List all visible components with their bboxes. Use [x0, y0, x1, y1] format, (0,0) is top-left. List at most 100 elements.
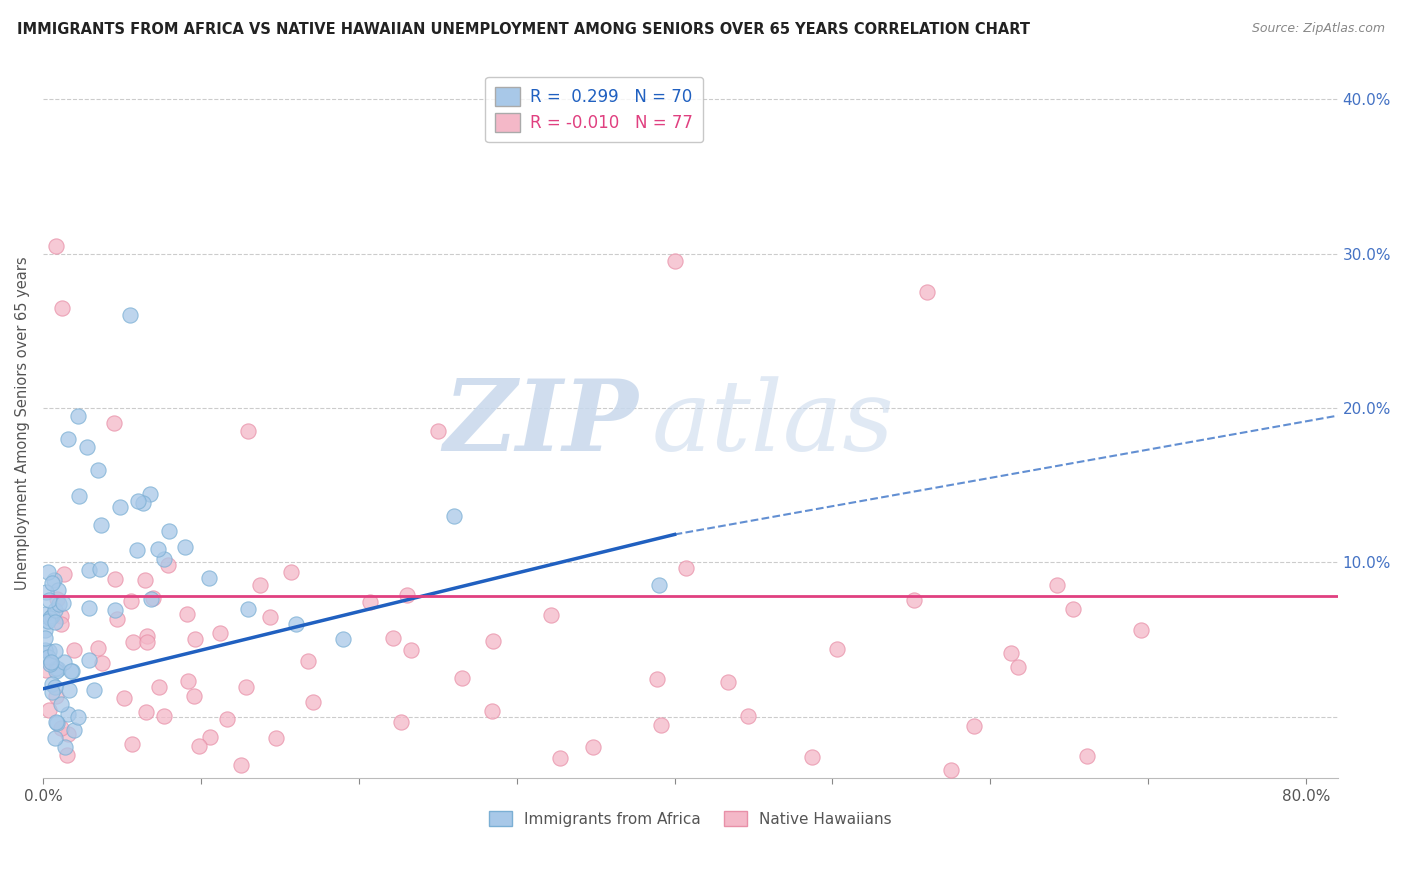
Point — [664, 254, 686, 268]
Point — [105, 612, 128, 626]
Point — [249, 578, 271, 592]
Point — [1007, 660, 1029, 674]
Point — [264, 731, 287, 745]
Point — [67, 489, 90, 503]
Point — [395, 588, 418, 602]
Point — [53, 740, 76, 755]
Point — [34, 631, 56, 645]
Point — [148, 680, 170, 694]
Point — [49, 721, 72, 735]
Point — [301, 695, 323, 709]
Point — [35, 663, 58, 677]
Point — [359, 595, 381, 609]
Point — [38, 643, 60, 657]
Point — [46, 662, 69, 676]
Point — [737, 708, 759, 723]
Point — [89, 562, 111, 576]
Point — [44, 603, 66, 617]
Point — [41, 655, 63, 669]
Point — [49, 697, 72, 711]
Point — [59, 664, 82, 678]
Point — [582, 739, 605, 754]
Point — [259, 610, 281, 624]
Point — [66, 409, 89, 423]
Point — [90, 518, 112, 533]
Point — [63, 723, 86, 738]
Point — [45, 714, 67, 729]
Point — [60, 664, 83, 678]
Point — [46, 583, 69, 598]
Point — [62, 642, 84, 657]
Point — [45, 239, 67, 253]
Legend: Immigrants from Africa, Native Hawaiians: Immigrants from Africa, Native Hawaiians — [481, 803, 900, 834]
Point — [139, 487, 162, 501]
Point — [53, 655, 76, 669]
Point — [38, 703, 60, 717]
Point — [66, 710, 89, 724]
Point — [52, 596, 75, 610]
Point — [56, 748, 79, 763]
Point — [38, 611, 60, 625]
Point — [135, 705, 157, 719]
Point — [801, 749, 824, 764]
Point — [49, 608, 72, 623]
Point — [198, 571, 221, 585]
Point — [46, 716, 69, 731]
Point — [49, 617, 72, 632]
Point — [34, 643, 56, 657]
Point — [103, 417, 125, 431]
Point — [1000, 646, 1022, 660]
Text: Source: ZipAtlas.com: Source: ZipAtlas.com — [1251, 22, 1385, 36]
Point — [41, 609, 63, 624]
Point — [122, 635, 145, 649]
Point — [939, 763, 962, 777]
Point — [1062, 601, 1084, 615]
Point — [231, 758, 253, 772]
Point — [426, 424, 449, 438]
Point — [48, 597, 70, 611]
Point — [112, 691, 135, 706]
Point — [188, 739, 211, 754]
Point — [208, 626, 231, 640]
Point — [91, 656, 114, 670]
Point — [58, 432, 80, 446]
Point — [481, 704, 503, 718]
Point — [45, 664, 67, 678]
Point — [35, 584, 58, 599]
Point — [77, 600, 100, 615]
Point — [382, 631, 405, 645]
Point — [159, 524, 181, 539]
Point — [77, 564, 100, 578]
Point — [915, 285, 938, 300]
Point — [42, 573, 65, 587]
Point — [152, 709, 174, 723]
Point — [1076, 748, 1098, 763]
Point — [152, 552, 174, 566]
Point — [83, 683, 105, 698]
Point — [77, 653, 100, 667]
Point — [1129, 624, 1152, 638]
Point — [44, 615, 66, 630]
Point — [903, 592, 925, 607]
Point — [38, 593, 60, 607]
Point — [127, 493, 149, 508]
Point — [825, 642, 848, 657]
Text: IMMIGRANTS FROM AFRICA VS NATIVE HAWAIIAN UNEMPLOYMENT AMONG SENIORS OVER 65 YEA: IMMIGRANTS FROM AFRICA VS NATIVE HAWAIIA… — [17, 22, 1029, 37]
Point — [104, 603, 127, 617]
Point — [120, 594, 142, 608]
Point — [399, 643, 422, 657]
Point — [134, 573, 156, 587]
Point — [550, 751, 572, 765]
Point — [41, 576, 63, 591]
Point — [1045, 578, 1067, 592]
Point — [45, 592, 67, 607]
Point — [51, 301, 73, 315]
Point — [963, 719, 986, 733]
Point — [297, 654, 319, 668]
Point — [284, 616, 307, 631]
Point — [139, 591, 162, 606]
Point — [44, 681, 66, 695]
Point — [176, 673, 198, 688]
Point — [389, 715, 412, 730]
Point — [131, 496, 153, 510]
